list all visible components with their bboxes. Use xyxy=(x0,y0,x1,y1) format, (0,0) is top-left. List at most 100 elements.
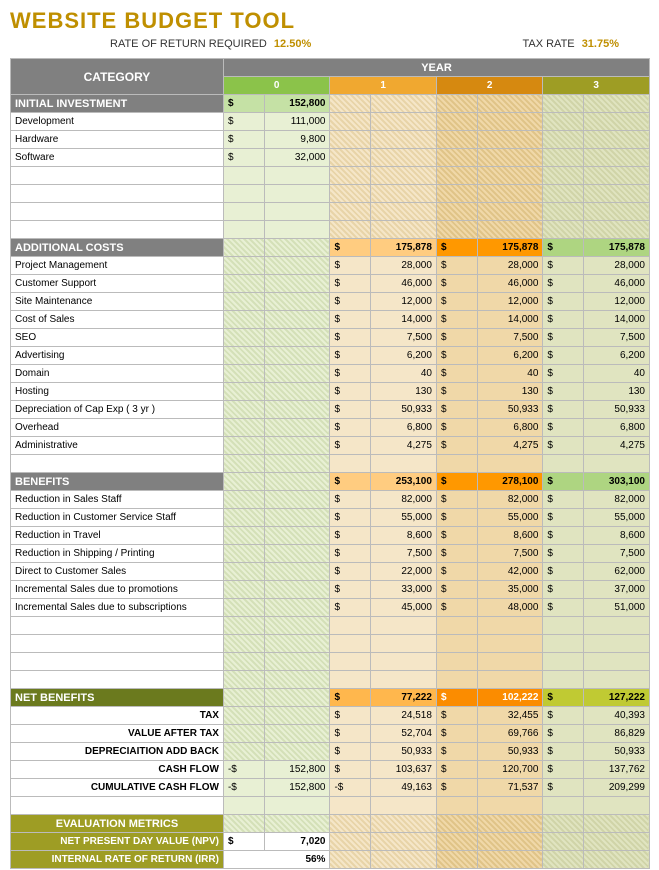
year-3-header: 3 xyxy=(543,77,650,95)
empty-cell xyxy=(436,797,477,815)
empty-cell xyxy=(543,635,584,653)
row-label: Incremental Sales due to promotions xyxy=(11,581,224,599)
currency-symbol: $ xyxy=(330,419,371,437)
hatched-cell xyxy=(543,221,584,239)
currency-symbol: -$ xyxy=(223,761,264,779)
value-cell: 102,222 xyxy=(477,689,543,707)
empty-cell xyxy=(436,635,477,653)
value-cell: 62,000 xyxy=(583,563,649,581)
hatched-cell xyxy=(223,329,264,347)
value-cell: 209,299 xyxy=(583,779,649,797)
hatched-cell xyxy=(264,455,330,473)
empty-cell xyxy=(543,797,584,815)
hatched-cell xyxy=(330,203,371,221)
value-cell: 12,000 xyxy=(371,293,437,311)
hatched-cell xyxy=(264,491,330,509)
currency-symbol: $ xyxy=(436,239,477,257)
empty-cell xyxy=(436,653,477,671)
hatched-cell xyxy=(583,185,649,203)
irr-value: 56% xyxy=(223,851,329,869)
hatched-cell xyxy=(477,221,543,239)
value-cell: 7,500 xyxy=(371,329,437,347)
row-label: Software xyxy=(11,149,224,167)
hatched-cell xyxy=(223,311,264,329)
hatched-cell xyxy=(477,851,543,869)
empty-row xyxy=(11,617,224,635)
empty-row xyxy=(11,797,224,815)
row-label: Depreciation of Cap Exp ( 3 yr ) xyxy=(11,401,224,419)
hatched-cell xyxy=(330,131,371,149)
currency-symbol: $ xyxy=(330,239,371,257)
value-cell: 22,000 xyxy=(371,563,437,581)
additional-header: ADDITIONAL COSTS xyxy=(11,239,224,257)
row-label: Hardware xyxy=(11,131,224,149)
hatched-cell xyxy=(223,437,264,455)
hatched-cell xyxy=(330,95,371,113)
hatched-cell xyxy=(330,221,371,239)
currency-symbol: $ xyxy=(436,581,477,599)
value-cell: 46,000 xyxy=(477,275,543,293)
currency-symbol: $ xyxy=(330,509,371,527)
currency-symbol: $ xyxy=(330,473,371,491)
empty-cell xyxy=(477,653,543,671)
value-cell: 130 xyxy=(477,383,543,401)
hatched-cell xyxy=(543,203,584,221)
row-label: Project Management xyxy=(11,257,224,275)
row-label: Incremental Sales due to subscriptions xyxy=(11,599,224,617)
currency-symbol: $ xyxy=(543,725,584,743)
hatched-cell xyxy=(436,221,477,239)
empty-cell xyxy=(583,797,649,815)
hatched-cell xyxy=(583,167,649,185)
hatched-cell xyxy=(543,833,584,851)
value-cell: 8,600 xyxy=(583,527,649,545)
currency-symbol: $ xyxy=(330,329,371,347)
currency-symbol: $ xyxy=(543,689,584,707)
currency-symbol: $ xyxy=(223,113,264,131)
value-cell: 137,762 xyxy=(583,761,649,779)
page-title: WEBSITE BUDGET TOOL xyxy=(0,0,659,36)
hatched-cell xyxy=(223,401,264,419)
value-cell: 42,000 xyxy=(477,563,543,581)
currency-symbol: $ xyxy=(436,599,477,617)
currency-symbol: $ xyxy=(543,743,584,761)
empty-cell xyxy=(477,797,543,815)
currency-symbol: $ xyxy=(543,491,584,509)
currency-symbol: $ xyxy=(330,545,371,563)
hatched-cell xyxy=(223,383,264,401)
value-cell: 49,163 xyxy=(371,779,437,797)
value-cell: 50,933 xyxy=(477,401,543,419)
value-cell: 50,933 xyxy=(583,401,649,419)
value-cell: 152,800 xyxy=(264,761,330,779)
hatched-cell xyxy=(264,815,330,833)
net-row-label: CUMULATIVE CASH FLOW xyxy=(11,779,224,797)
currency-symbol: $ xyxy=(436,689,477,707)
currency-symbol: $ xyxy=(436,545,477,563)
hatched-cell xyxy=(436,185,477,203)
currency-symbol: $ xyxy=(543,275,584,293)
currency-symbol: $ xyxy=(543,473,584,491)
currency-symbol: $ xyxy=(330,401,371,419)
value-cell: 6,800 xyxy=(371,419,437,437)
hatched-cell xyxy=(223,239,264,257)
value-cell: 82,000 xyxy=(371,491,437,509)
empty-cell xyxy=(264,221,330,239)
currency-symbol: $ xyxy=(436,347,477,365)
hatched-cell xyxy=(543,113,584,131)
hatched-cell xyxy=(583,815,649,833)
ror-label: RATE OF RETURN REQUIRED xyxy=(110,38,267,50)
hatched-cell xyxy=(264,401,330,419)
empty-cell xyxy=(330,617,371,635)
hatched-cell xyxy=(223,635,264,653)
value-cell: 152,800 xyxy=(264,779,330,797)
hatched-cell xyxy=(223,275,264,293)
currency-symbol: $ xyxy=(330,563,371,581)
net-row-label: DEPRECIAITION ADD BACK xyxy=(11,743,224,761)
hatched-cell xyxy=(223,491,264,509)
hatched-cell xyxy=(330,815,371,833)
value-cell: 32,455 xyxy=(477,707,543,725)
hatched-cell xyxy=(264,293,330,311)
hatched-cell xyxy=(436,95,477,113)
row-label: Administrative xyxy=(11,437,224,455)
value-cell: 55,000 xyxy=(477,509,543,527)
empty-row xyxy=(11,455,224,473)
